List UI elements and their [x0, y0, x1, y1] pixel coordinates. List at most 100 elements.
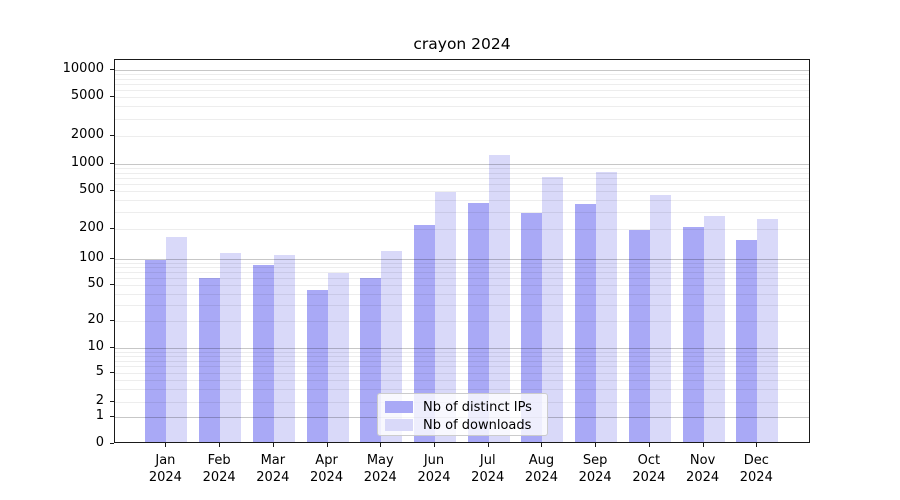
major-gridline: [115, 348, 809, 349]
minor-gridline: [115, 293, 809, 295]
minor-gridline: [115, 285, 809, 286]
y-tick-mark: [110, 228, 114, 229]
minor-gridline: [115, 229, 809, 230]
y-tick-label: 500: [79, 182, 104, 197]
legend-label-downloads: Nb of downloads: [423, 417, 532, 433]
x-tick-mark: [326, 443, 328, 447]
bar-ips-jun: [414, 224, 435, 442]
minor-gridline: [115, 267, 809, 269]
x-tick-label: Apr 2024: [310, 453, 344, 485]
x-tick-label: Jul 2024: [471, 453, 505, 485]
bar-downloads-jul: [488, 155, 510, 442]
x-tick-label: Oct 2024: [632, 453, 666, 485]
legend-swatch-distinct-ips: [385, 401, 413, 413]
legend-swatch-downloads: [385, 419, 413, 431]
bar-downloads-aug: [542, 177, 564, 442]
major-gridline: [115, 164, 809, 165]
minor-gridline: [115, 106, 809, 108]
y-tick-mark: [110, 163, 114, 164]
minor-gridline: [115, 278, 809, 280]
y-tick-label: 5000: [70, 88, 104, 103]
y-tick-mark: [110, 443, 114, 444]
y-tick-mark: [110, 258, 114, 259]
bar-downloads-feb: [220, 252, 242, 442]
minor-gridline: [115, 389, 809, 391]
x-tick-mark: [702, 443, 704, 447]
minor-gridline: [115, 262, 809, 264]
x-tick-mark: [756, 443, 758, 447]
plot-area: [114, 59, 810, 443]
y-tick-mark: [110, 284, 114, 285]
bar-ips-may: [360, 278, 382, 442]
y-tick-label: 10: [87, 339, 104, 354]
minor-gridline: [115, 172, 809, 174]
y-tick-label: 10000: [62, 61, 104, 76]
minor-gridline: [115, 272, 809, 274]
bar-ips-nov: [682, 227, 704, 442]
minor-gridline: [115, 97, 809, 98]
x-tick-mark: [165, 443, 167, 447]
y-tick-mark: [110, 347, 114, 348]
x-tick-label: Feb 2024: [202, 453, 236, 485]
y-tick-label: 2000: [70, 127, 104, 142]
minor-gridline: [115, 177, 809, 179]
x-tick-label: Aug 2024: [524, 453, 558, 485]
bar-ips-feb: [199, 278, 221, 442]
bar-downloads-dec: [757, 218, 779, 442]
x-tick-mark: [595, 443, 597, 447]
bar-ips-oct: [628, 229, 650, 442]
minor-gridline: [115, 321, 809, 322]
x-tick-mark: [380, 443, 382, 447]
x-tick-mark: [541, 443, 543, 447]
bar-downloads-oct: [649, 195, 671, 442]
y-tick-mark: [110, 135, 114, 136]
minor-gridline: [115, 89, 809, 91]
minor-gridline: [115, 78, 809, 80]
legend: Nb of distinct IPs Nb of downloads: [377, 393, 548, 436]
bar-ips-dec: [736, 240, 758, 442]
y-tick-mark: [110, 190, 114, 191]
y-tick-mark: [110, 372, 114, 373]
y-tick-mark: [110, 416, 114, 417]
x-tick-label: May 2024: [363, 453, 397, 485]
y-tick-label: 0: [95, 435, 104, 450]
x-tick-label: Dec 2024: [739, 453, 773, 485]
x-tick-label: Nov 2024: [686, 453, 720, 485]
minor-gridline: [115, 360, 809, 362]
bar-ips-jan: [145, 259, 167, 442]
x-tick-label: Sep 2024: [578, 453, 612, 485]
bar-ips-mar: [252, 264, 274, 442]
bar-downloads-jun: [435, 192, 456, 442]
y-tick-label: 5: [95, 364, 104, 379]
minor-gridline: [115, 191, 809, 192]
bar-downloads-nov: [703, 216, 725, 442]
minor-gridline: [115, 118, 809, 120]
minor-gridline: [115, 305, 809, 307]
x-tick-mark: [434, 443, 435, 447]
bar-ips-aug: [521, 213, 543, 442]
y-tick-label: 1000: [70, 155, 104, 170]
y-tick-label: 200: [79, 220, 104, 235]
x-tick-mark: [219, 443, 221, 447]
x-tick-mark: [272, 443, 274, 447]
y-tick-mark: [110, 69, 114, 70]
x-tick-label: Mar 2024: [256, 453, 290, 485]
minor-gridline: [115, 200, 809, 202]
minor-gridline: [115, 136, 809, 137]
y-tick-label: 2: [95, 393, 104, 408]
y-tick-mark: [110, 320, 114, 321]
minor-gridline: [115, 83, 809, 85]
minor-gridline: [115, 351, 809, 353]
major-gridline: [115, 259, 809, 260]
minor-gridline: [115, 168, 809, 170]
bar-ips-apr: [306, 289, 328, 442]
bar-downloads-apr: [327, 272, 349, 442]
x-tick-mark: [648, 443, 650, 447]
y-tick-label: 50: [87, 276, 104, 291]
minor-gridline: [115, 74, 809, 76]
bar-downloads-mar: [273, 255, 295, 442]
minor-gridline: [115, 380, 809, 382]
bar-ips-jul: [467, 202, 489, 442]
bar-downloads-jan: [166, 236, 188, 442]
